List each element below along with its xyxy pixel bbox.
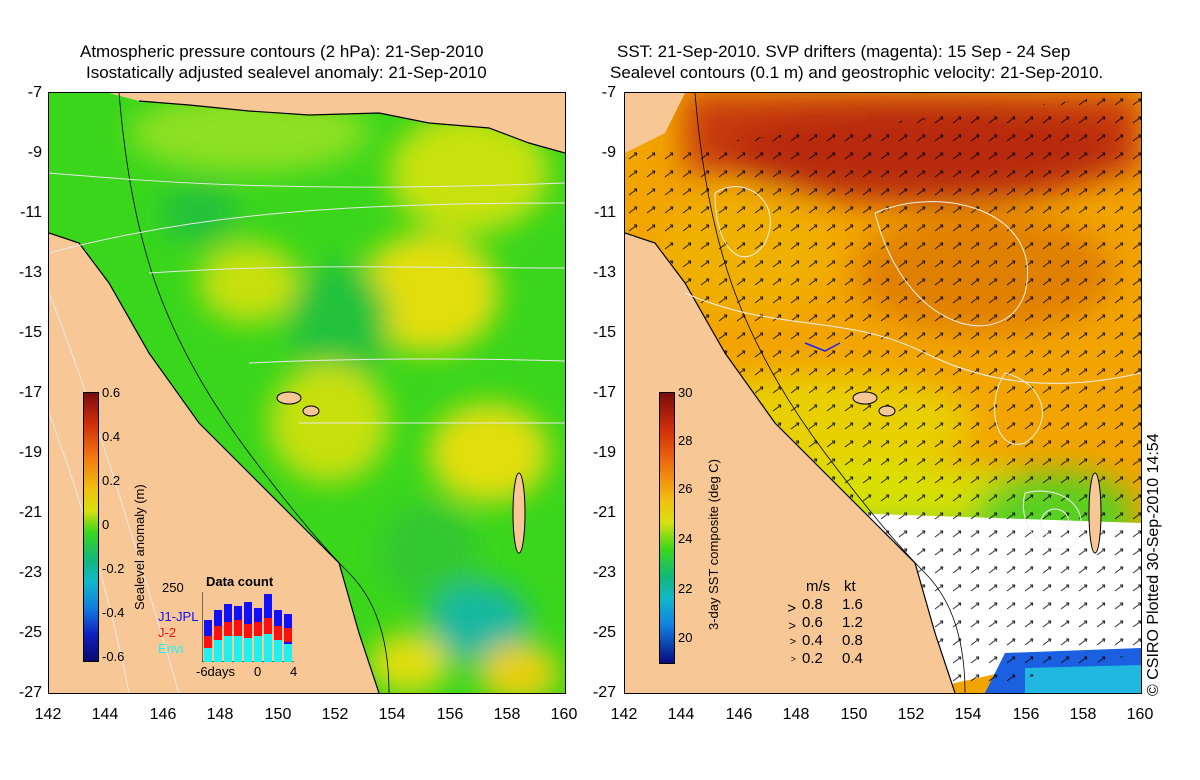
- y-tick: -7: [601, 84, 616, 101]
- y-tick: -19: [18, 444, 42, 461]
- colorbar-tick: 22: [678, 581, 693, 596]
- x-tick: 144: [667, 706, 695, 723]
- velocity-ms: 0.2: [802, 650, 823, 667]
- data-count-title: Data count: [206, 574, 274, 589]
- legend-envi: Envi: [158, 641, 184, 656]
- data-count-stack: [204, 594, 292, 662]
- velocity-header-kt: kt: [844, 578, 856, 595]
- y-tick: -23: [18, 564, 42, 581]
- y-tick: -27: [18, 684, 42, 701]
- x-tick: 146: [725, 706, 753, 723]
- sealevel-anomaly-map: [48, 92, 566, 694]
- y-tick: -7: [27, 84, 42, 101]
- right-title-line2: Sealevel contours (0.1 m) and geostrophi…: [610, 63, 1104, 82]
- data-count-inset: 250 Data count J1-JPL J-2 Envi -6days 0 …: [158, 572, 298, 682]
- velocity-arrow-icon: >: [789, 636, 796, 648]
- velocity-ms: 0.4: [802, 632, 823, 649]
- velocity-arrow-icon: >: [790, 654, 796, 664]
- x-tick: 158: [493, 706, 521, 723]
- x-tick: 150: [840, 706, 868, 723]
- y-tick: -21: [592, 504, 616, 521]
- velocity-kt: 1.6: [842, 596, 863, 613]
- velocity-kt: 1.2: [842, 614, 863, 631]
- colorbar-tick: 0.2: [102, 473, 121, 488]
- y-tick: -13: [18, 264, 42, 281]
- x-tick: 148: [206, 706, 234, 723]
- sst-map: [624, 92, 1142, 694]
- x-tick: 144: [91, 706, 119, 723]
- y-tick: -13: [592, 264, 616, 281]
- legend-j2: J-2: [158, 625, 177, 640]
- x-tick: 156: [436, 706, 464, 723]
- y-tick: -11: [594, 204, 616, 221]
- y-tick: -23: [592, 564, 616, 581]
- x-tick: 152: [897, 706, 925, 723]
- data-count-x-label: 4: [290, 664, 298, 679]
- colorbar-tick: 30: [678, 385, 693, 400]
- colorbar-tick: 0.6: [102, 385, 121, 400]
- x-tick: 150: [264, 706, 292, 723]
- x-tick: 160: [1126, 706, 1154, 723]
- sst-colorbar: [659, 392, 675, 664]
- velocity-legend: m/s kt > 0.8 1.6 > 0.6 1.2 > 0.4 0.8 > 0…: [780, 578, 890, 668]
- data-count-x-label: -6days: [196, 664, 236, 679]
- left-title-line2: Isostatically adjusted sealevel anomaly:…: [86, 63, 487, 82]
- sealevel-anomaly-field: [49, 93, 565, 693]
- copyright-text: © CSIRO Plotted 30-Sep-2010 14:54: [1145, 433, 1162, 696]
- y-tick: -9: [27, 144, 42, 161]
- sealevel-colorbar: [83, 392, 99, 662]
- colorbar-label: 3-day SST composite (deg C): [706, 459, 721, 630]
- data-count-ymax: 250: [162, 580, 184, 595]
- y-tick: -21: [18, 504, 42, 521]
- velocity-ms: 0.8: [802, 596, 823, 613]
- colorbar-label: Sealevel anomaly (m): [132, 484, 147, 610]
- velocity-ms: 0.6: [802, 614, 823, 631]
- x-tick: 142: [34, 706, 62, 723]
- x-tick: 146: [149, 706, 177, 723]
- data-count-bars: [202, 592, 294, 662]
- x-tick: 156: [1012, 706, 1040, 723]
- colorbar-tick: 24: [678, 531, 693, 546]
- velocity-kt: 0.8: [842, 632, 863, 649]
- y-tick: -15: [18, 324, 42, 341]
- y-tick: -25: [18, 624, 42, 641]
- colorbar-tick: 26: [678, 481, 693, 496]
- x-tick: 154: [954, 706, 982, 723]
- y-tick: -27: [592, 684, 616, 701]
- x-tick: 142: [610, 706, 638, 723]
- x-tick: 154: [378, 706, 406, 723]
- colorbar-tick: 0: [102, 517, 110, 532]
- y-tick: -9: [601, 144, 616, 161]
- x-tick: 158: [1069, 706, 1097, 723]
- y-tick: -25: [592, 624, 616, 641]
- x-tick: 152: [321, 706, 349, 723]
- colorbar-tick: -0.6: [102, 649, 125, 664]
- y-tick: -17: [18, 384, 42, 401]
- velocity-kt: 0.4: [842, 650, 863, 667]
- colorbar-tick: 0.4: [102, 429, 121, 444]
- left-title-line1: Atmospheric pressure contours (2 hPa): 2…: [80, 42, 484, 61]
- y-tick: -19: [592, 444, 616, 461]
- data-count-x-label: 0: [254, 664, 262, 679]
- colorbar-tick: -0.2: [102, 561, 125, 576]
- velocity-arrow-icon: >: [788, 618, 796, 633]
- colorbar-tick: 28: [678, 433, 693, 448]
- y-tick: -17: [592, 384, 616, 401]
- colorbar-tick: -0.4: [102, 605, 125, 620]
- y-tick: -11: [20, 204, 42, 221]
- x-tick: 148: [782, 706, 810, 723]
- velocity-header-ms: m/s: [806, 578, 831, 595]
- velocity-arrow-icon: >: [787, 600, 796, 617]
- x-tick: 160: [550, 706, 578, 723]
- right-title-line1: SST: 21-Sep-2010. SVP drifters (magenta)…: [617, 42, 1071, 61]
- legend-j1-jpl: J1-JPL: [158, 609, 199, 624]
- colorbar-tick: 20: [678, 630, 693, 645]
- sst-field: [625, 93, 1141, 693]
- y-tick: -15: [592, 324, 616, 341]
